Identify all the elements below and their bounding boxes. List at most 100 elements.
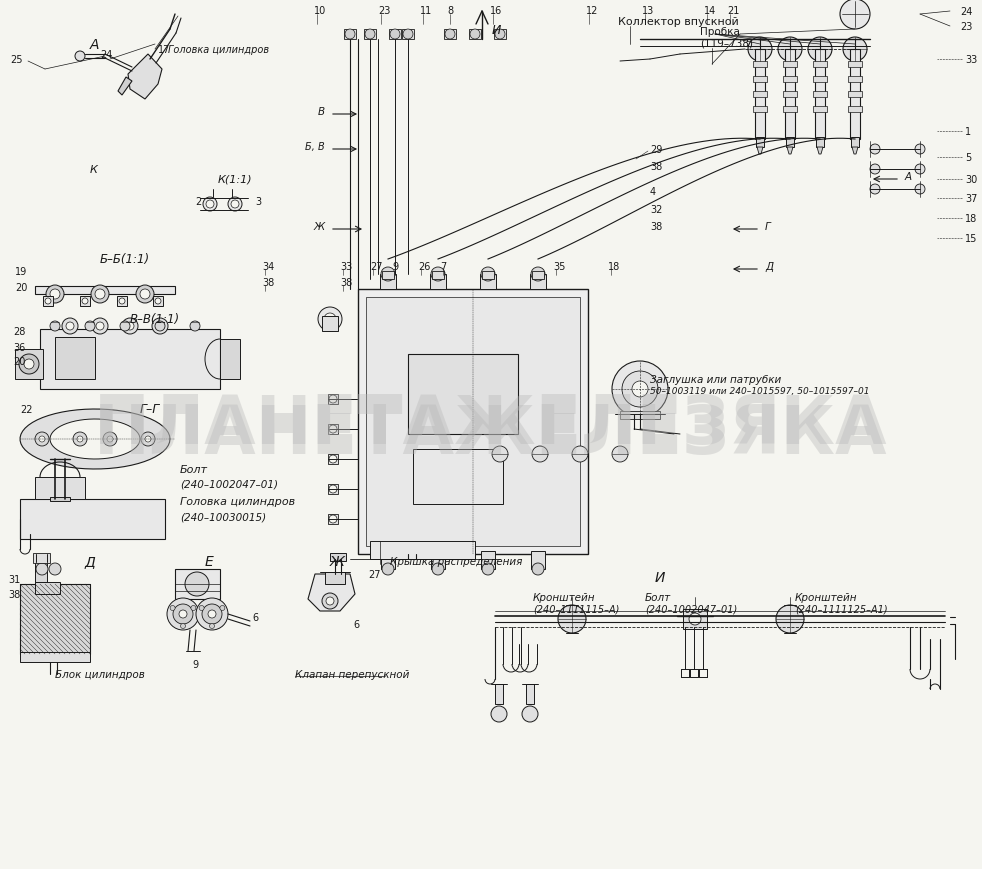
Text: 18: 18 <box>608 262 621 272</box>
Text: Г–Г: Г–Г <box>140 403 160 416</box>
Bar <box>430 275 446 289</box>
Text: 20: 20 <box>13 356 26 367</box>
Circle shape <box>915 185 925 195</box>
Text: Ж: Ж <box>330 554 345 568</box>
Bar <box>358 289 588 554</box>
Circle shape <box>120 322 130 332</box>
Circle shape <box>39 436 45 442</box>
Circle shape <box>107 436 113 442</box>
Bar <box>20 653 90 662</box>
Circle shape <box>558 606 586 634</box>
Text: Болт: Болт <box>645 593 671 602</box>
Bar <box>380 275 396 289</box>
Text: Клапан перепускной: Клапан перепускной <box>295 669 409 680</box>
Text: 3: 3 <box>255 196 261 207</box>
Circle shape <box>491 706 507 722</box>
Bar <box>402 30 414 40</box>
Circle shape <box>220 606 225 611</box>
Circle shape <box>572 447 588 462</box>
Polygon shape <box>128 55 162 100</box>
Text: 27: 27 <box>368 569 380 580</box>
Text: ПЛАНЕТАЖЕЛЕЗЯКА: ПЛАНЕТАЖЕЛЕЗЯКА <box>94 392 888 457</box>
Text: 50–1003119 или 240–1015597, 50–1015597–01: 50–1003119 или 240–1015597, 50–1015597–0… <box>650 387 869 396</box>
Bar <box>783 77 797 83</box>
Text: К: К <box>90 165 98 175</box>
Circle shape <box>141 433 155 447</box>
Circle shape <box>322 594 338 609</box>
Text: 14: 14 <box>704 6 716 16</box>
Bar <box>480 275 496 289</box>
Bar <box>382 272 394 280</box>
Circle shape <box>82 299 88 305</box>
Circle shape <box>126 322 134 330</box>
Bar <box>482 272 494 280</box>
Text: Ж: Ж <box>314 222 325 232</box>
Circle shape <box>206 201 214 209</box>
Text: 17: 17 <box>158 45 170 55</box>
Bar <box>532 272 544 280</box>
Circle shape <box>329 395 337 403</box>
Text: 16: 16 <box>490 6 502 16</box>
Text: (240–10030015): (240–10030015) <box>180 513 266 522</box>
Text: В: В <box>318 107 325 116</box>
Bar <box>413 449 503 504</box>
Bar <box>20 584 90 654</box>
Text: 12: 12 <box>586 6 598 16</box>
Circle shape <box>49 563 61 575</box>
Circle shape <box>50 322 60 332</box>
Text: 31: 31 <box>8 574 21 584</box>
Text: Д: Д <box>765 262 773 272</box>
Text: А: А <box>90 38 99 52</box>
Text: Головка цилиндров: Головка цилиндров <box>168 45 269 55</box>
Text: 32: 32 <box>650 205 663 215</box>
Text: 38: 38 <box>262 278 274 288</box>
Circle shape <box>778 38 802 62</box>
Circle shape <box>622 372 658 408</box>
Text: Крышка распределения: Крышка распределения <box>390 556 522 567</box>
Text: Кронштейн: Кронштейн <box>795 593 857 602</box>
Text: 23: 23 <box>960 22 972 32</box>
Bar <box>153 296 163 307</box>
Bar <box>816 138 824 148</box>
Bar <box>469 30 481 40</box>
Bar <box>753 92 767 98</box>
Circle shape <box>152 319 168 335</box>
Circle shape <box>185 573 209 596</box>
Bar <box>15 349 43 380</box>
Circle shape <box>35 433 49 447</box>
Circle shape <box>231 201 239 209</box>
Bar <box>783 62 797 68</box>
Text: 26: 26 <box>418 262 430 272</box>
Bar <box>328 514 338 524</box>
Bar <box>40 329 220 389</box>
Text: (119–738): (119–738) <box>700 39 753 49</box>
Circle shape <box>492 447 508 462</box>
Circle shape <box>470 30 480 40</box>
Bar <box>35 562 47 582</box>
Bar <box>431 551 445 569</box>
Bar <box>20 584 90 654</box>
Circle shape <box>103 433 117 447</box>
Polygon shape <box>787 148 793 155</box>
Bar <box>80 296 90 307</box>
Bar <box>43 296 53 307</box>
Bar <box>753 107 767 113</box>
Text: 38: 38 <box>650 222 662 232</box>
Text: 29: 29 <box>650 145 663 155</box>
Circle shape <box>66 322 74 330</box>
Circle shape <box>776 606 804 634</box>
Circle shape <box>167 599 199 630</box>
Bar <box>753 62 767 68</box>
Bar <box>481 551 495 569</box>
Circle shape <box>532 563 544 575</box>
Bar <box>755 50 765 140</box>
Text: Пробка: Пробка <box>700 27 739 37</box>
Circle shape <box>96 322 104 330</box>
Circle shape <box>196 599 228 630</box>
Circle shape <box>445 30 455 40</box>
Bar <box>328 484 338 494</box>
Circle shape <box>136 286 154 303</box>
Text: Болт: Болт <box>180 464 208 474</box>
Circle shape <box>840 0 870 30</box>
Circle shape <box>612 362 668 417</box>
